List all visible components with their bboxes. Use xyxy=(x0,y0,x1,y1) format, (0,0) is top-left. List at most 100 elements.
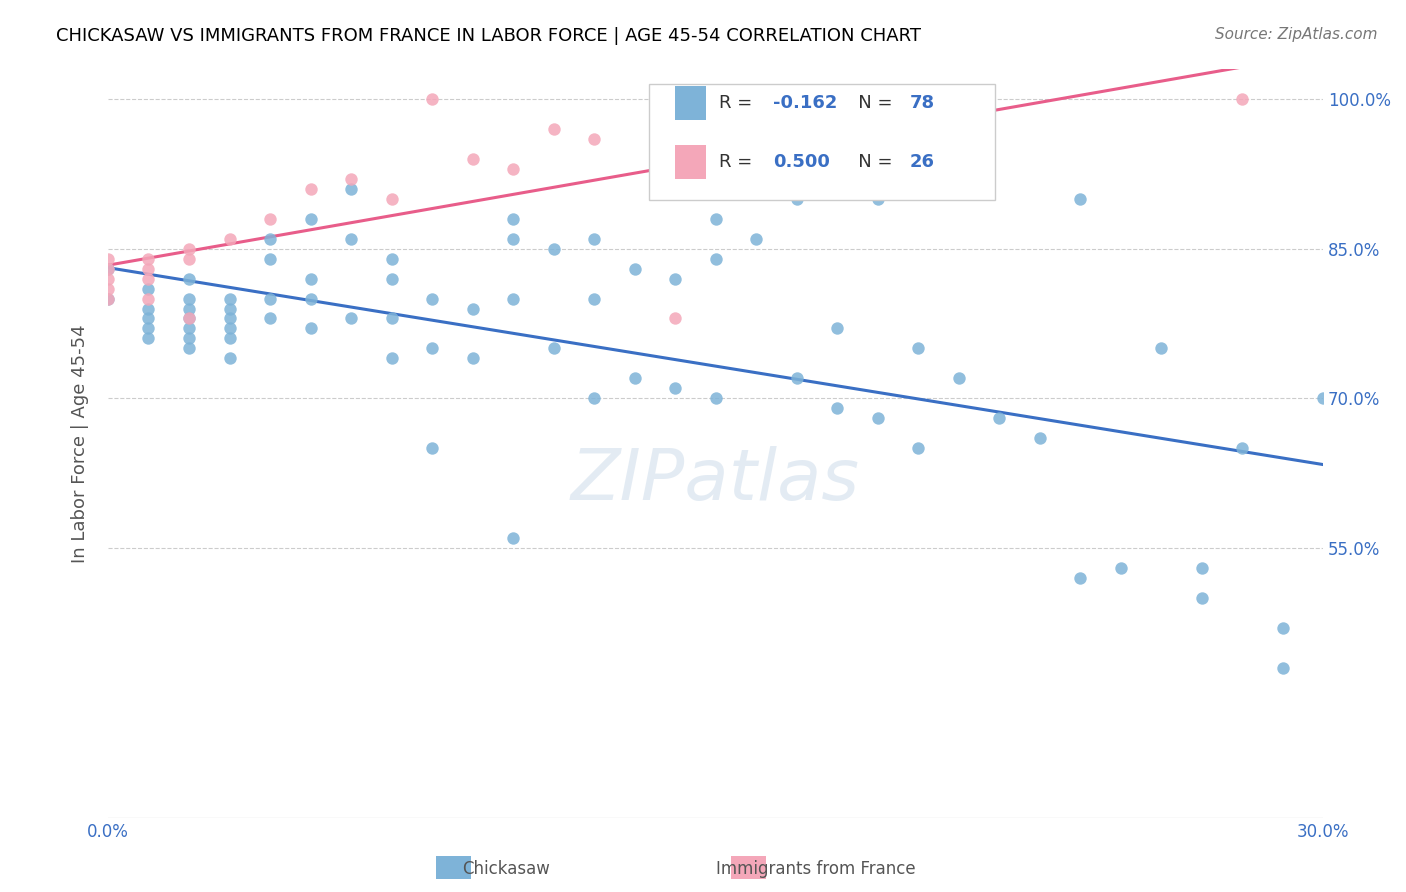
Point xyxy=(138,321,160,335)
Point xyxy=(1271,622,1294,636)
Point xyxy=(138,281,160,295)
Point xyxy=(420,442,443,456)
Point xyxy=(1230,442,1253,456)
Point xyxy=(259,252,281,266)
Point xyxy=(502,231,524,245)
Point xyxy=(340,311,363,326)
Point xyxy=(1271,661,1294,675)
Text: 26: 26 xyxy=(910,153,935,171)
Point xyxy=(138,271,160,285)
Point xyxy=(177,342,200,356)
Point xyxy=(97,261,120,276)
Point xyxy=(704,392,727,406)
Point xyxy=(259,292,281,306)
Point xyxy=(948,371,970,385)
Text: 0.500: 0.500 xyxy=(773,153,830,171)
Point xyxy=(1191,561,1213,575)
Point xyxy=(420,342,443,356)
Point xyxy=(825,321,848,335)
Point xyxy=(907,342,929,356)
Point xyxy=(502,292,524,306)
Point xyxy=(138,292,160,306)
Point xyxy=(988,411,1011,425)
Point xyxy=(299,321,322,335)
Point xyxy=(218,331,240,345)
Point xyxy=(177,242,200,256)
Point xyxy=(380,271,402,285)
Text: N =: N = xyxy=(841,153,898,171)
Point xyxy=(461,301,484,316)
Point xyxy=(1069,572,1091,586)
Text: Chickasaw: Chickasaw xyxy=(463,860,550,878)
Bar xyxy=(675,86,706,120)
Point xyxy=(177,301,200,316)
Point xyxy=(177,331,200,345)
Point xyxy=(177,311,200,326)
Text: Source: ZipAtlas.com: Source: ZipAtlas.com xyxy=(1215,27,1378,42)
Point xyxy=(583,231,606,245)
Point xyxy=(623,261,645,276)
Point xyxy=(704,211,727,226)
Point xyxy=(1191,591,1213,606)
Point xyxy=(97,271,120,285)
Point xyxy=(299,211,322,226)
Point xyxy=(1150,342,1173,356)
Point xyxy=(97,281,120,295)
Point xyxy=(1230,91,1253,105)
Point xyxy=(138,301,160,316)
Point xyxy=(380,311,402,326)
Point xyxy=(502,211,524,226)
Text: ZIPatlas: ZIPatlas xyxy=(571,447,860,516)
Text: N =: N = xyxy=(841,94,898,112)
Point xyxy=(907,442,929,456)
Point xyxy=(704,252,727,266)
Point xyxy=(97,292,120,306)
Point xyxy=(502,532,524,546)
Point xyxy=(138,252,160,266)
Point xyxy=(218,321,240,335)
Point xyxy=(664,382,686,396)
Point xyxy=(420,292,443,306)
Point xyxy=(299,292,322,306)
Point xyxy=(218,231,240,245)
Text: CHICKASAW VS IMMIGRANTS FROM FRANCE IN LABOR FORCE | AGE 45-54 CORRELATION CHART: CHICKASAW VS IMMIGRANTS FROM FRANCE IN L… xyxy=(56,27,921,45)
Point xyxy=(543,242,565,256)
Point xyxy=(177,311,200,326)
Point xyxy=(745,231,768,245)
Point xyxy=(664,271,686,285)
Point xyxy=(461,351,484,366)
Point xyxy=(340,181,363,195)
Point xyxy=(218,301,240,316)
Point xyxy=(299,181,322,195)
Text: 78: 78 xyxy=(910,94,935,112)
Point xyxy=(461,152,484,166)
Text: R =: R = xyxy=(720,94,758,112)
Point xyxy=(1069,192,1091,206)
Bar xyxy=(675,145,706,178)
Point xyxy=(138,311,160,326)
Point xyxy=(299,271,322,285)
Point xyxy=(138,261,160,276)
Point xyxy=(177,252,200,266)
Text: R =: R = xyxy=(720,153,758,171)
Text: Immigrants from France: Immigrants from France xyxy=(716,860,915,878)
Point xyxy=(259,231,281,245)
Point xyxy=(380,351,402,366)
Point xyxy=(218,311,240,326)
Point xyxy=(623,371,645,385)
Point xyxy=(380,192,402,206)
Point xyxy=(786,192,808,206)
Point xyxy=(786,371,808,385)
Point xyxy=(340,171,363,186)
Point xyxy=(1312,392,1334,406)
Point xyxy=(138,331,160,345)
Text: -0.162: -0.162 xyxy=(773,94,837,112)
Point xyxy=(259,311,281,326)
Point xyxy=(866,411,889,425)
Point xyxy=(704,171,727,186)
Point xyxy=(177,292,200,306)
Point xyxy=(1028,432,1050,446)
FancyBboxPatch shape xyxy=(648,84,995,200)
Point xyxy=(543,342,565,356)
Point xyxy=(583,292,606,306)
